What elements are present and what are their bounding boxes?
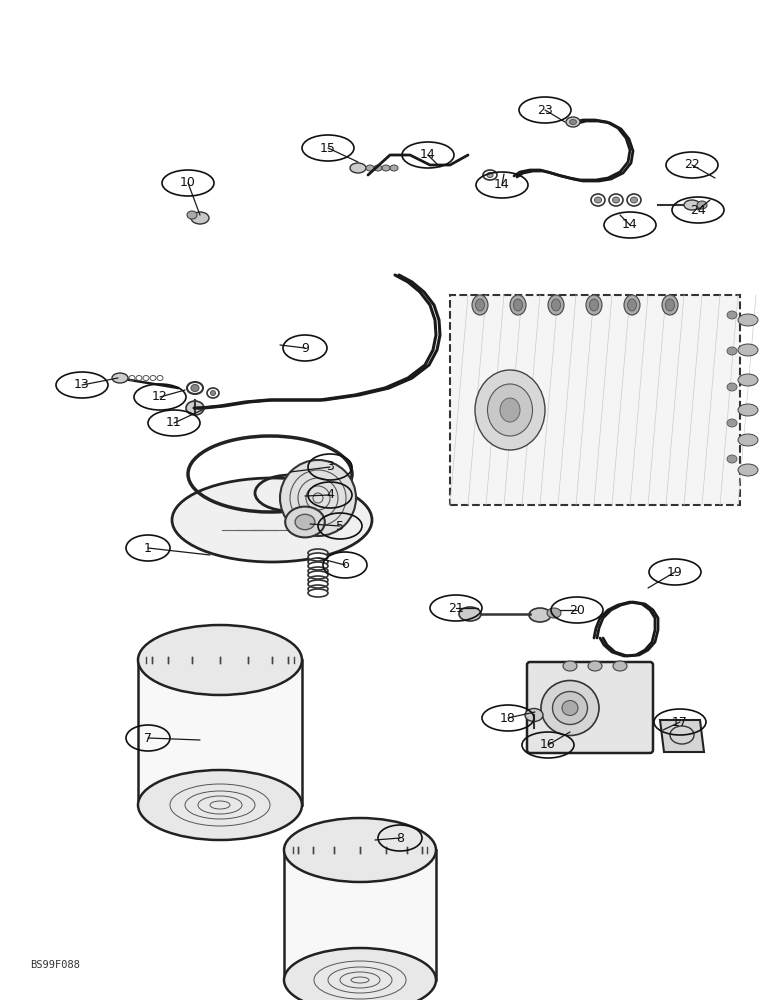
Ellipse shape [487,384,533,436]
Text: 24: 24 [690,204,706,217]
Ellipse shape [138,625,302,695]
Text: 14: 14 [622,219,638,232]
Ellipse shape [350,163,366,173]
Ellipse shape [308,571,328,579]
Ellipse shape [390,165,398,171]
Text: 19: 19 [667,566,683,578]
Text: 11: 11 [166,416,182,430]
Ellipse shape [566,117,580,127]
Ellipse shape [665,299,675,311]
Text: 20: 20 [569,603,585,616]
Ellipse shape [284,818,436,882]
Ellipse shape [738,404,758,416]
Ellipse shape [308,589,328,597]
Text: 17: 17 [672,716,688,728]
Text: 1: 1 [144,542,152,554]
Ellipse shape [684,200,700,210]
Ellipse shape [612,197,619,203]
Text: 3: 3 [326,460,334,474]
Ellipse shape [191,384,199,391]
Text: 9: 9 [301,342,309,355]
Ellipse shape [187,211,197,219]
Ellipse shape [472,295,488,315]
Ellipse shape [541,680,599,736]
Ellipse shape [459,607,481,621]
Text: 5: 5 [336,520,344,532]
Text: 8: 8 [396,832,404,844]
Text: 23: 23 [537,104,553,116]
Ellipse shape [738,434,758,446]
Ellipse shape [285,507,325,537]
Text: 21: 21 [448,601,464,614]
Ellipse shape [308,580,328,588]
Ellipse shape [727,455,737,463]
Ellipse shape [529,608,551,622]
Ellipse shape [738,464,758,476]
Ellipse shape [191,212,209,224]
Ellipse shape [594,197,601,203]
Ellipse shape [631,197,638,203]
Ellipse shape [551,299,560,311]
Ellipse shape [308,553,328,561]
Ellipse shape [295,514,315,530]
Text: 13: 13 [74,378,90,391]
Ellipse shape [553,692,587,724]
Ellipse shape [738,314,758,326]
Text: BS99F088: BS99F088 [30,960,80,970]
Ellipse shape [525,708,543,722]
Ellipse shape [727,347,737,355]
Text: 18: 18 [500,712,516,724]
Text: 15: 15 [320,141,336,154]
Ellipse shape [624,295,640,315]
Ellipse shape [563,661,577,671]
Ellipse shape [548,295,564,315]
Ellipse shape [590,299,598,311]
Ellipse shape [727,383,737,391]
Ellipse shape [697,201,707,209]
Ellipse shape [487,172,493,178]
Ellipse shape [211,390,215,395]
Ellipse shape [308,562,328,570]
Ellipse shape [588,661,602,671]
Text: 22: 22 [684,158,700,172]
Text: 12: 12 [152,390,168,403]
Text: 7: 7 [144,732,152,744]
Polygon shape [284,850,436,980]
Ellipse shape [628,299,636,311]
Ellipse shape [562,700,578,716]
Ellipse shape [586,295,602,315]
Ellipse shape [738,344,758,356]
Polygon shape [138,660,302,805]
Ellipse shape [280,460,356,536]
Ellipse shape [112,373,128,383]
Text: 10: 10 [180,176,196,190]
Ellipse shape [284,948,436,1000]
Ellipse shape [475,370,545,450]
Ellipse shape [570,119,577,124]
Ellipse shape [138,770,302,840]
Ellipse shape [727,311,737,319]
FancyBboxPatch shape [450,295,740,505]
Text: 4: 4 [326,488,334,502]
Polygon shape [660,720,704,752]
Ellipse shape [374,165,382,171]
Text: 14: 14 [420,148,436,161]
Ellipse shape [547,608,561,618]
Ellipse shape [382,165,390,171]
Ellipse shape [613,661,627,671]
Ellipse shape [476,299,485,311]
Ellipse shape [500,398,520,422]
Text: 6: 6 [341,558,349,572]
Ellipse shape [172,478,372,562]
Ellipse shape [510,295,526,315]
Text: 16: 16 [540,738,556,752]
Ellipse shape [186,401,204,415]
Ellipse shape [366,165,374,171]
FancyBboxPatch shape [527,662,653,753]
Ellipse shape [513,299,523,311]
Ellipse shape [738,374,758,386]
Ellipse shape [727,419,737,427]
Ellipse shape [662,295,678,315]
Text: 14: 14 [494,178,510,192]
